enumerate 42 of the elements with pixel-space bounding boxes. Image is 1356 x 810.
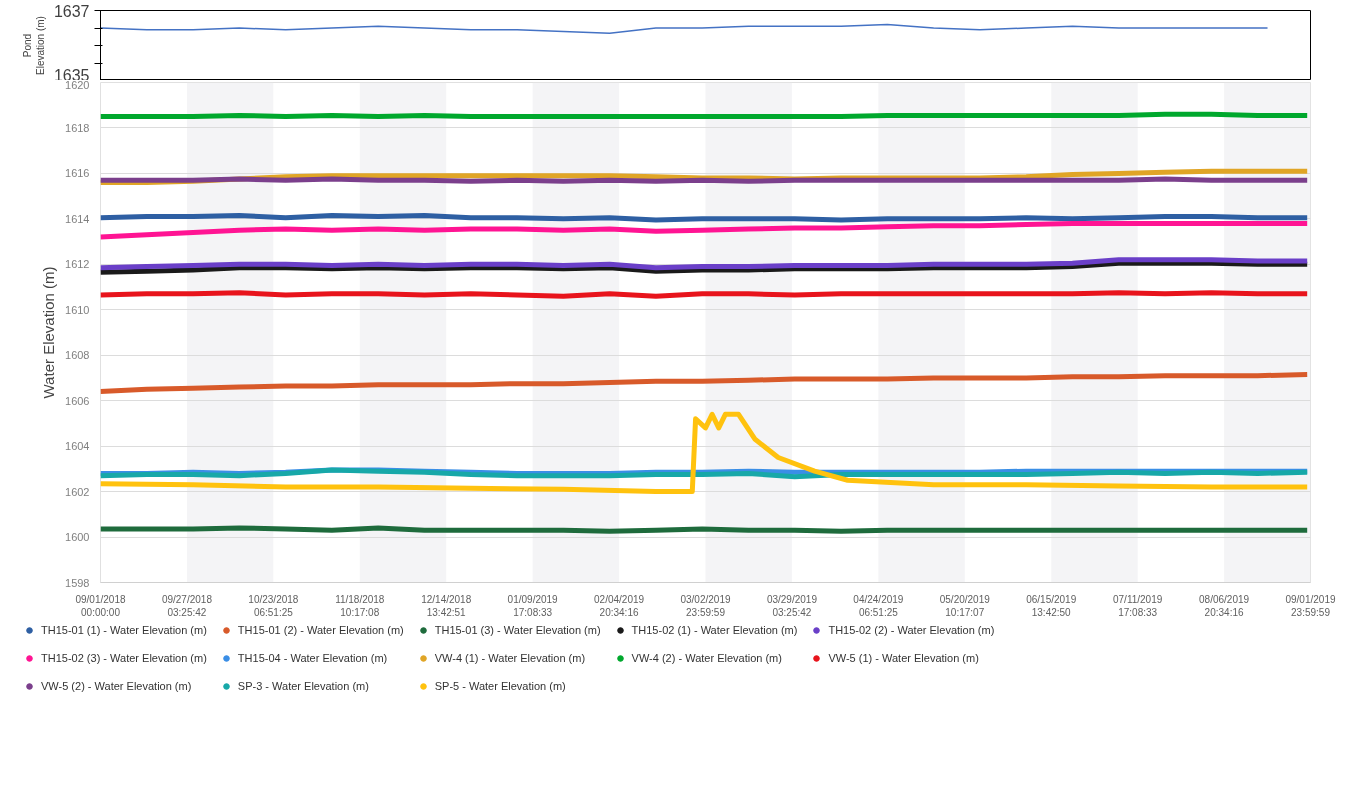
x-tick-label: 02/04/2019 20:34:16 [594,593,645,618]
x-tick-label: 01/09/2019 17:08:33 [507,593,559,618]
y-tick-label: 1598 [65,576,90,589]
y-tick-label: 1600 [65,531,90,544]
legend-label: TH15-02 (2) - Water Elevation (m) [828,623,995,638]
legend-label: TH15-01 (1) - Water Elevation (m) [41,623,207,638]
y-tick-label: 1616 [65,167,90,180]
y-tick-label: 1618 [65,121,90,134]
x-tick-label: 11/18/2018 10:17:08 [335,593,385,618]
legend-label: VW-4 (2) - Water Elevation (m) [631,651,782,666]
x-tick-label: 04/24/2019 06:51:25 [853,593,904,618]
x-tick-label: 07/11/2019 17:08:33 [1112,593,1163,618]
y-tick-label: 1606 [65,394,90,407]
legend-label: VW-4 (1) - Water Elevation (m) [434,651,586,666]
y-tick-label: 1610 [65,303,90,316]
x-tick-label: 05/20/2019 10:17:07 [939,593,991,618]
x-tick-label: 09/01/2018 00:00:00 [75,593,126,618]
legend-label: TH15-01 (3) - Water Elevation (m) [434,623,601,638]
y-tick-label: 1637 [53,2,90,20]
legend-label: SP-3 - Water Elevation (m) [237,679,369,694]
y-tick-label: 1612 [65,258,90,271]
x-tick-label: 09/01/2019 23:59:59 [1285,593,1336,618]
x-tick-label: 08/06/2019 20:34:16 [1199,593,1250,618]
y-axis-title: Pond Elevation (m) [21,16,46,75]
y-tick-label: 1602 [65,485,90,498]
x-tick-label: 10/23/2018 06:51:25 [248,593,299,618]
y-tick-label: 1608 [65,349,90,362]
x-tick-label: 12/14/2018 13:42:51 [421,593,472,618]
x-tick-label: 09/27/2018 03:25:42 [161,593,213,618]
legend-label: VW-5 (2) - Water Elevation (m) [41,679,192,694]
x-tick-label: 03/29/2019 03:25:42 [766,593,818,618]
y-tick-label: 1614 [65,212,90,225]
x-tick-label: 03/02/2019 23:59:59 [680,593,731,618]
legend-label: SP-5 - Water Elevation (m) [434,679,566,694]
legend-label: VW-5 (1) - Water Elevation (m) [828,651,979,666]
legend-label: TH15-02 (1) - Water Elevation (m) [631,623,798,638]
legend-label: TH15-04 - Water Elevation (m) [237,651,388,666]
legend-label: TH15-01 (2) - Water Elevation (m) [237,623,404,638]
y-axis-title: Water Elevation (m) [40,266,58,399]
x-tick-label: 06/15/2019 13:42:50 [1026,593,1077,618]
legend-label: TH15-02 (3) - Water Elevation (m) [41,651,207,666]
y-tick-label: 1604 [65,440,90,453]
